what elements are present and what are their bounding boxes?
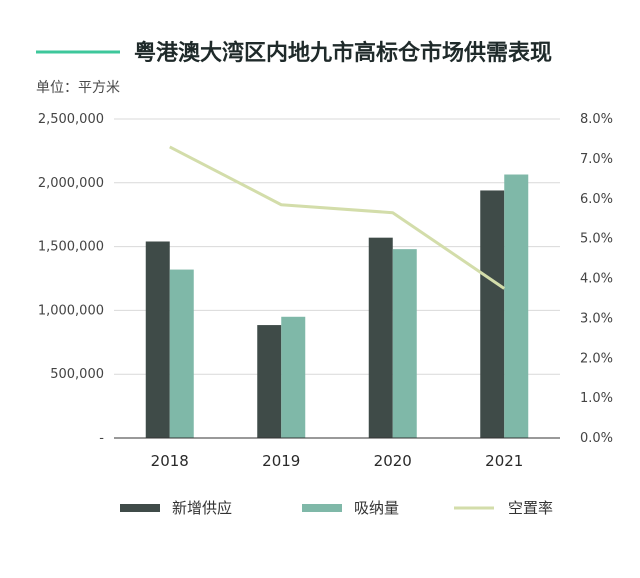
right-tick-label: 4.0% [580, 272, 613, 287]
legend: 新增供应 吸纳量 空置率 [120, 499, 553, 517]
right-tick-label: 0.0% [580, 431, 613, 446]
left-tick-label: 2,500,000 [38, 112, 104, 127]
bar-supply-2021 [480, 190, 505, 438]
vacancy-line-marks [169, 145, 506, 290]
vacancy-line [169, 145, 506, 290]
right-axis: 0.0% 1.0% 2.0% 3.0% 4.0% 5.0% 6.0% 7.0% 8.0% [580, 112, 613, 446]
unit-label: 单位：平方米 [36, 80, 120, 96]
x-tick-label: 2020 [374, 452, 412, 470]
right-tick-label: 1.0% [580, 391, 613, 406]
right-tick-label: 8.0% [580, 112, 613, 127]
bar-supply-2019 [257, 325, 282, 438]
left-tick-label: - [99, 431, 104, 446]
right-tick-label: 6.0% [580, 192, 613, 207]
right-tick-label: 2.0% [580, 351, 613, 366]
bar-absorption-2020 [392, 249, 417, 438]
bar-marks [145, 174, 529, 439]
left-tick-label: 2,000,000 [38, 176, 104, 191]
left-tick-label: 1,500,000 [38, 240, 104, 255]
legend-swatch-1 [302, 504, 342, 512]
x-tick-label: 2018 [151, 452, 189, 470]
x-tick-label: 2019 [262, 452, 300, 470]
x-tick-label: 2021 [485, 452, 523, 470]
left-tick-label: 1,000,000 [38, 303, 104, 318]
chart-title: 粤港澳大湾区内地九市高标仓市场供需表现 [134, 40, 552, 66]
bar-absorption-2019 [281, 316, 306, 438]
bar-supply-2018 [145, 241, 170, 438]
right-tick-label: 7.0% [580, 152, 613, 167]
legend-label: 吸纳量 [354, 499, 399, 517]
x-axis: 2018 2019 2020 2021 [114, 437, 560, 470]
bar-absorption-2018 [169, 269, 194, 438]
bar-absorption-2021 [504, 174, 529, 439]
right-tick-label: 5.0% [580, 232, 613, 247]
bar-supply-2020 [368, 237, 393, 438]
legend-label: 新增供应 [172, 499, 232, 517]
legend-label: 空置率 [508, 499, 553, 517]
left-tick-label: 500,000 [50, 367, 104, 382]
right-tick-label: 3.0% [580, 311, 613, 326]
legend-swatch-0 [120, 504, 160, 512]
left-axis: - 500,000 1,000,000 1,500,000 2,000,000 2,500… [38, 112, 104, 446]
